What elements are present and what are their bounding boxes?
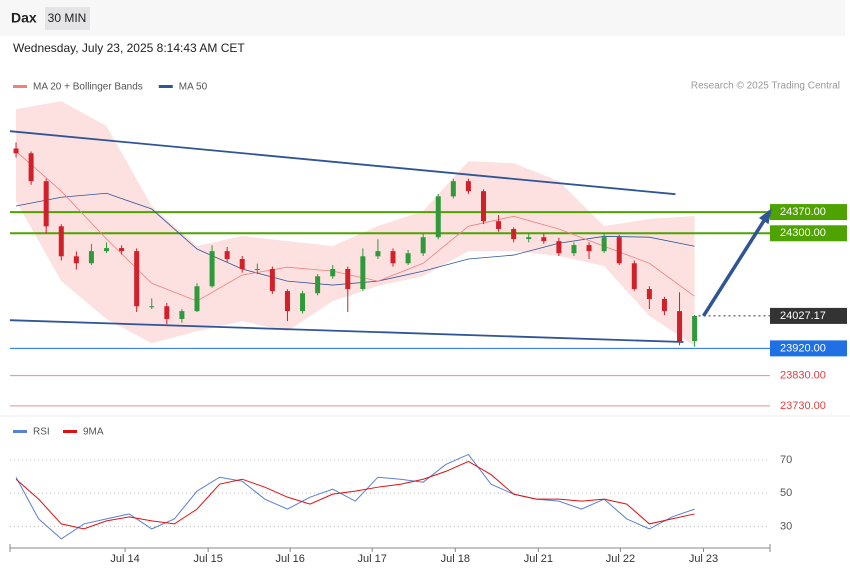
legend-label: 9MA <box>83 427 104 438</box>
candle-body <box>375 251 381 257</box>
ma50-line <box>15 192 695 286</box>
legend-swatch <box>13 430 27 433</box>
legend-label: MA 20 + Bollinger Bands <box>33 82 143 93</box>
candle-body <box>556 241 562 254</box>
price-label: 23730.00 <box>780 400 826 412</box>
candle-body <box>586 245 592 252</box>
bollinger-band <box>16 101 695 346</box>
legend-swatch <box>13 85 27 88</box>
y-tick-label: 70 <box>780 454 792 466</box>
candle-body <box>496 221 502 230</box>
legend-swatch <box>158 85 173 88</box>
candle-body <box>616 237 622 264</box>
x-tick-label: Jul 17 <box>358 553 387 565</box>
y-tick-label: 50 <box>780 487 792 499</box>
candle-body <box>571 245 577 254</box>
price-label-box <box>770 340 847 357</box>
candle-body <box>179 311 185 319</box>
candle-body <box>43 181 49 227</box>
x-tick-label: Jul 15 <box>193 553 222 565</box>
candle-body <box>209 251 215 287</box>
forecast-arrow <box>702 210 772 317</box>
trend-line <box>9 130 676 196</box>
x-tick-label: Jul 23 <box>689 553 718 565</box>
price-label: 24027.17 <box>780 310 826 322</box>
y-tick-label: 30 <box>780 520 792 532</box>
candle-body <box>269 269 275 292</box>
price-label-box <box>770 204 847 221</box>
price-label-box <box>770 225 847 242</box>
symbol: Dax <box>11 10 37 26</box>
legend-label: MA 50 <box>179 82 208 93</box>
interval-button[interactable] <box>45 7 90 30</box>
arrow-head <box>758 208 772 225</box>
candle-body <box>661 298 667 312</box>
candle-body <box>646 289 652 299</box>
credit: Research © 2025 Trading Central <box>691 81 840 92</box>
candle-body <box>13 148 19 154</box>
candle-body <box>284 291 290 312</box>
ma20-line <box>15 150 695 302</box>
candle-body <box>134 251 140 307</box>
candle-body <box>345 269 351 289</box>
candle-body <box>511 229 517 240</box>
x-tick-label: Jul 22 <box>606 553 635 565</box>
rsi-line <box>15 460 695 530</box>
price-label: 23920.00 <box>780 342 826 354</box>
candle-body <box>450 181 456 197</box>
candle-body <box>239 259 245 270</box>
candle-body <box>315 276 321 294</box>
candle-body <box>164 306 170 319</box>
candle-body <box>88 251 94 264</box>
interval-label[interactable]: 30 MIN <box>48 11 87 25</box>
header-bar <box>0 0 845 36</box>
price-label: 24300.00 <box>780 227 826 239</box>
candle-body <box>224 251 230 260</box>
candle-body <box>104 248 110 252</box>
candle-body <box>631 263 637 289</box>
rsi-line <box>15 453 695 540</box>
price-label-box <box>770 307 847 324</box>
candle-body <box>541 237 547 242</box>
candle-body <box>28 153 34 182</box>
candle-body <box>465 181 471 192</box>
candle-body <box>405 253 411 264</box>
x-tick-label: Jul 14 <box>110 553 139 565</box>
candle-body <box>420 237 426 254</box>
candle-body <box>601 237 607 252</box>
candle-body <box>526 237 532 240</box>
candle-body <box>360 256 366 289</box>
candle-body <box>73 256 79 264</box>
candle-body <box>254 269 260 271</box>
timestamp: Wednesday, July 23, 2025 8:14:43 AM CET <box>13 41 245 55</box>
candle-body <box>330 269 336 277</box>
candle-body <box>300 293 306 312</box>
candle-body <box>58 226 64 257</box>
trend-line <box>9 319 684 343</box>
candle-body <box>194 286 200 312</box>
legend-label: RSI <box>33 427 50 438</box>
candle-body <box>692 315 698 342</box>
price-label: 24370.00 <box>780 206 826 218</box>
x-tick-label: Jul 21 <box>524 553 553 565</box>
candle-body <box>480 191 486 222</box>
candle-body <box>435 196 441 238</box>
x-tick-label: Jul 18 <box>441 553 470 565</box>
candle-body <box>119 248 125 252</box>
x-tick-label: Jul 16 <box>275 553 304 565</box>
candle-body <box>677 311 683 342</box>
legend-swatch <box>63 430 77 433</box>
candle-body <box>390 251 396 264</box>
price-label: 23830.00 <box>780 370 826 382</box>
candle-body <box>149 306 155 308</box>
